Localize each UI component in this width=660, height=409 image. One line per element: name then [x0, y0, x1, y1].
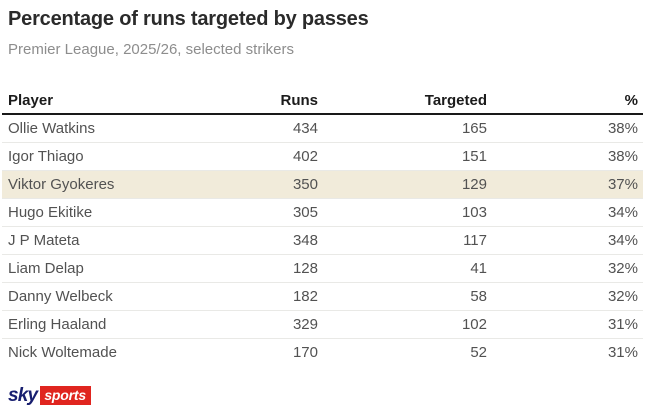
targeted-cell: 58 — [318, 282, 487, 311]
targeted-cell: 102 — [318, 310, 487, 339]
page-subtitle: Premier League, 2025/26, selected strike… — [8, 41, 294, 58]
table-row: Hugo Ekitike 305 103 34% — [2, 198, 643, 227]
player-name-cell: Hugo Ekitike — [2, 198, 172, 227]
table-row: J P Mateta 348 117 34% — [2, 226, 643, 255]
player-name-cell: Danny Welbeck — [2, 282, 172, 311]
table-row: Erling Haaland 329 102 31% — [2, 310, 643, 339]
table-row: Danny Welbeck 182 58 32% — [2, 282, 643, 311]
targeted-cell: 129 — [318, 170, 487, 199]
pct-cell: 31% — [487, 338, 643, 366]
runs-cell: 182 — [172, 282, 318, 311]
player-name-cell: Ollie Watkins — [8, 120, 95, 137]
targeted-cell: 151 — [318, 142, 487, 171]
column-header-pct: % — [487, 87, 643, 115]
column-header-runs: Runs — [172, 87, 318, 115]
player-name-cell: J P Mateta — [2, 226, 172, 255]
pct-cell: 38% — [607, 120, 638, 137]
column-header-targeted: Targeted — [318, 87, 487, 115]
page-title: Percentage of runs targeted by passes — [8, 8, 369, 30]
player-name-cell: Viktor Gyokeres — [2, 170, 172, 199]
table-row: Nick Woltemade 170 52 31% — [2, 338, 643, 366]
targeted-cell: 41 — [318, 254, 487, 283]
runs-cell: 305 — [172, 198, 318, 227]
table-row-highlighted: Viktor Gyokeres 350 129 37% — [2, 170, 643, 199]
pct-cell: 34% — [487, 198, 643, 227]
table-row: Igor Thiago 402 151 38% — [2, 142, 643, 171]
runs-cell: 402 — [172, 142, 318, 171]
targeted-cell: 52 — [318, 338, 487, 366]
pct-cell: 38% — [487, 142, 643, 171]
runs-cell: 348 — [172, 226, 318, 255]
runs-cell: 329 — [172, 310, 318, 339]
runs-cell: 128 — [172, 254, 318, 283]
runs-cell: 350 — [172, 170, 318, 199]
targeted-cell: 103 — [318, 198, 487, 227]
player-name-cell: Erling Haaland — [2, 310, 172, 339]
stats-table: Player Runs Targeted % Ollie Watkins 434… — [2, 87, 643, 366]
player-name-cell: Nick Woltemade — [2, 338, 172, 366]
targeted-cell: 117 — [318, 226, 487, 255]
sky-sports-logo: sky sports — [8, 385, 91, 405]
runs-cell: 434 — [292, 120, 318, 137]
table-row: Liam Delap 128 41 32% — [2, 254, 643, 283]
runs-cell: 170 — [172, 338, 318, 366]
table-row: Ollie Watkins 434 165 38% — [2, 114, 643, 143]
pct-cell: 34% — [487, 226, 643, 255]
player-name-cell: Liam Delap — [2, 254, 172, 283]
sky-logo-text: sky — [8, 384, 38, 406]
table-header-row: Player Runs Targeted % — [2, 87, 643, 115]
pct-cell: 32% — [487, 282, 643, 311]
pct-cell: 31% — [487, 310, 643, 339]
column-header-player: Player — [2, 87, 172, 115]
pct-cell: 37% — [487, 170, 643, 199]
player-name-cell: Igor Thiago — [2, 142, 172, 171]
sports-logo-badge: sports — [40, 385, 91, 405]
pct-cell: 32% — [487, 254, 643, 283]
targeted-cell: 165 — [461, 120, 487, 137]
